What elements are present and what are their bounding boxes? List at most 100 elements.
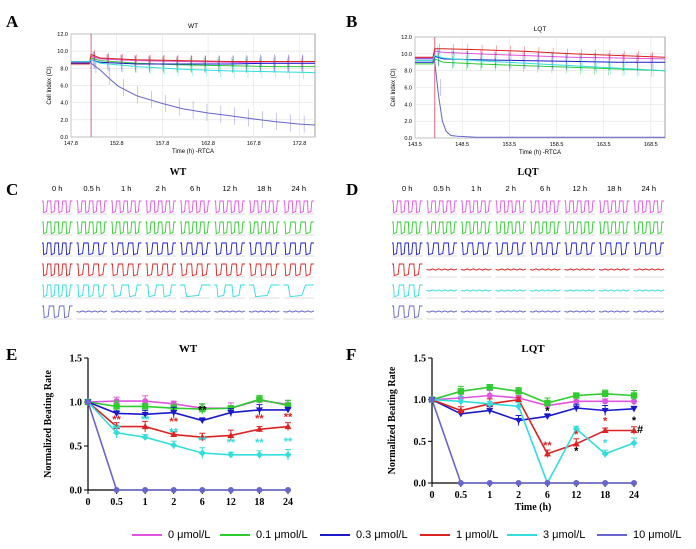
data-point [198, 433, 206, 440]
data-point [601, 390, 609, 398]
x-tick-label: 0 [430, 490, 435, 501]
legend-swatch [597, 534, 627, 536]
beat-trace [392, 284, 423, 298]
beat-trace [460, 289, 492, 292]
x-tick-label: 147.8 [64, 141, 78, 147]
trace-panel-title: WT [170, 167, 187, 178]
beat-trace [249, 242, 280, 256]
x-axis-label: Time (h) [515, 502, 552, 513]
data-point [142, 487, 149, 493]
data-point [284, 451, 292, 459]
beat-trace [145, 200, 176, 214]
significance-marker: ** [284, 436, 293, 448]
time-label: 1 h [471, 184, 481, 193]
x-tick-label: 18 [600, 490, 610, 501]
beat-trace [461, 242, 492, 256]
data-point [457, 388, 465, 395]
significance-marker: ** [198, 404, 207, 416]
beat-trace [598, 289, 630, 292]
beat-trace [495, 200, 526, 214]
y-axis-label: Normalized Beating Rate [387, 366, 398, 474]
beat-trace [249, 221, 280, 235]
series-line [71, 61, 316, 126]
data-point [573, 392, 580, 399]
data-point [602, 398, 609, 405]
beat-trace [249, 263, 280, 277]
series-line [415, 58, 665, 138]
data-point [630, 439, 638, 447]
time-label: 0.5 h [83, 184, 100, 193]
beat-trace [283, 284, 314, 298]
x-tick-label: 172.8 [293, 141, 307, 147]
beat-trace [564, 289, 596, 292]
beat-trace [42, 242, 73, 256]
series-line [431, 394, 634, 407]
rate-panel-F [428, 357, 638, 487]
beat-trace [76, 200, 107, 214]
beat-trace [145, 284, 176, 298]
beat-trace [426, 310, 458, 313]
significance-marker: # [637, 424, 643, 436]
data-point [170, 441, 178, 449]
data-point [429, 396, 435, 403]
beat-trace [214, 263, 245, 277]
significance-marker: * [632, 415, 637, 427]
significance-marker: * [603, 437, 608, 449]
beat-trace [461, 221, 492, 235]
x-tick-label: 157.8 [156, 141, 170, 147]
y-tick-label: 2.0 [404, 119, 412, 125]
beat-trace [495, 289, 527, 292]
beat-trace [180, 263, 211, 277]
beat-trace [283, 310, 315, 313]
y-tick-label: 0.0 [414, 479, 427, 490]
data-point [544, 480, 551, 486]
data-point [457, 407, 465, 413]
beat-trace [283, 242, 314, 256]
legend-label: 0.3 μmol/L [356, 529, 408, 541]
beat-trace [495, 310, 527, 313]
x-tick-label: 162.8 [201, 141, 215, 147]
y-tick-label: 0.0 [70, 486, 83, 497]
data-point [227, 410, 235, 417]
panel-letter-a: A [6, 12, 19, 31]
beat-trace [426, 200, 457, 214]
significance-marker: * [545, 406, 550, 418]
beat-trace [633, 268, 665, 271]
y-tick-label: 0.5 [70, 442, 83, 453]
beat-trace [214, 200, 245, 214]
beat-trace [564, 242, 595, 256]
beat-trace [283, 200, 314, 214]
beat-trace [180, 284, 211, 298]
legend-item: 3 μmol/L [507, 526, 585, 544]
beat-trace [426, 268, 458, 271]
beat-trace [530, 200, 561, 214]
y-tick-label: 12.0 [401, 35, 412, 41]
data-point [601, 427, 609, 433]
beat-trace [283, 221, 314, 235]
time-label: 2 h [156, 184, 166, 193]
beat-trace [145, 310, 177, 313]
data-point [572, 440, 580, 447]
x-tick-label: 148.5 [455, 142, 469, 148]
x-tick-label: 18 [254, 497, 264, 508]
trace-panel-C [42, 200, 315, 320]
panel-letter-b: B [346, 12, 358, 31]
legend-swatch [132, 534, 162, 536]
significance-marker: ** [543, 440, 552, 452]
data-point [572, 405, 580, 412]
time-label: 0.5 h [433, 184, 450, 193]
data-point [631, 398, 637, 405]
beat-trace [529, 289, 561, 292]
x-tick-label: 24 [283, 497, 293, 508]
data-point [631, 480, 637, 486]
x-tick-label: 168.5 [644, 142, 658, 148]
legend-item: 10 μmol/L [597, 526, 682, 544]
data-point [515, 388, 522, 395]
data-point [256, 396, 263, 403]
y-tick-label: 0.5 [414, 437, 427, 448]
x-tick-label: 167.8 [247, 141, 261, 147]
beat-trace [145, 242, 176, 256]
data-point [486, 392, 493, 399]
significance-marker: * [574, 429, 579, 441]
